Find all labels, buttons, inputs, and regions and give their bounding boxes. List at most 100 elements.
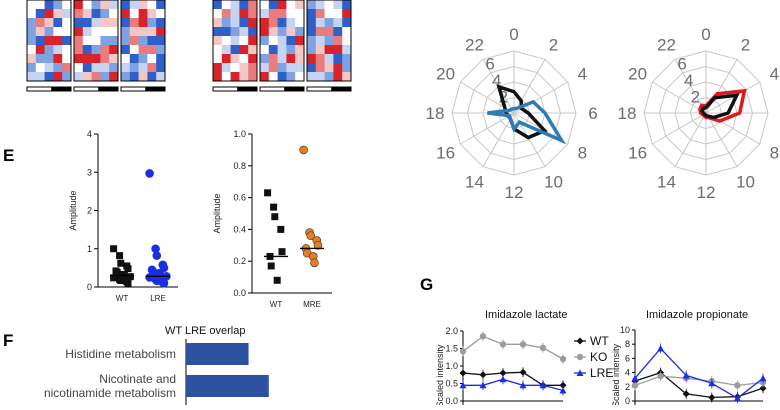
heatmap-cell — [342, 63, 352, 73]
heatmap-cell — [27, 63, 37, 73]
heatmap-cell — [129, 63, 139, 73]
y-tick-label: 1.0 — [233, 129, 246, 139]
heatmap-cell — [44, 45, 54, 55]
heatmap-cell — [138, 63, 148, 73]
heatmap-cell — [333, 72, 343, 82]
radar-hour-label: 22 — [465, 36, 484, 55]
heatmap-cell — [324, 9, 334, 19]
heatmap-cell — [221, 45, 231, 55]
line-point — [734, 382, 741, 389]
line-point — [539, 381, 547, 389]
heatmap-cell — [82, 45, 92, 55]
radar-ring-label: 6 — [485, 55, 494, 74]
heatmap-cell — [156, 72, 166, 82]
radar-spoke — [705, 81, 760, 114]
heatmap-cell — [121, 18, 131, 28]
heatmap-cell — [121, 54, 131, 64]
line-point — [759, 374, 767, 382]
heatmap-cell — [74, 54, 84, 64]
heatmap-scale-fill — [331, 87, 351, 91]
line-point — [759, 384, 767, 392]
data-point-LRE — [159, 263, 169, 273]
heatmap-cell — [156, 0, 166, 10]
heatmap-cell — [324, 45, 334, 55]
heatmap-cell — [230, 72, 240, 82]
line-chart-imidazole-propionate: Imidazole propionate 0246810048121620Sca… — [611, 309, 768, 410]
heatmap-cell — [307, 36, 317, 46]
heatmap-cell — [324, 72, 334, 82]
y-axis-label: Scaled intensity — [611, 343, 621, 405]
heatmap-cell — [248, 54, 258, 64]
radar-ring-label: 4 — [684, 71, 693, 90]
line-point — [657, 344, 665, 352]
heatmap-cell — [35, 54, 45, 64]
heatmap-cell — [342, 0, 352, 10]
heatmap-cell — [44, 27, 54, 37]
y-tick-label: 1.5 — [445, 344, 458, 354]
heatmap-cell — [91, 54, 101, 64]
y-tick-label: 0.6 — [233, 193, 246, 203]
heatmap-cell — [138, 27, 148, 37]
heatmap-cell — [213, 63, 223, 73]
heatmap-cell — [239, 9, 249, 19]
line-point — [499, 369, 507, 377]
heatmap-cell — [248, 0, 258, 10]
heatmap-cell — [35, 45, 45, 55]
heatmap-cell — [147, 9, 157, 19]
heatmap-cell — [91, 63, 101, 73]
data-point-WT — [124, 279, 132, 287]
heatmap-cell — [230, 0, 240, 10]
line-point — [576, 369, 584, 376]
panel-label-f: F — [3, 331, 13, 350]
line-point — [733, 394, 741, 402]
radar-series-blue — [487, 99, 566, 145]
series-line-LRE — [634, 347, 764, 399]
heatmap-cell — [342, 9, 352, 19]
radar-hour-label: 0 — [701, 25, 710, 44]
legend-label: WT — [590, 334, 609, 348]
heatmap-cell — [53, 0, 63, 10]
heatmap-cell — [239, 63, 249, 73]
radar-ring-label: 6 — [677, 55, 686, 74]
heatmap-cell — [147, 27, 157, 37]
radar-spoke — [513, 59, 546, 114]
heatmap-cell — [315, 72, 325, 82]
heatmap-scale-fill — [98, 87, 118, 91]
heatmap-cell — [109, 36, 119, 46]
y-tick-label: 2.0 — [445, 326, 458, 336]
heatmap-cell — [82, 18, 92, 28]
heatmap-cell — [27, 36, 37, 46]
heatmap-cell — [286, 36, 296, 46]
x-tick-label: LRE — [150, 294, 166, 303]
heatmap-cell — [91, 72, 101, 82]
heatmap-cell — [213, 18, 223, 28]
heatmap-cell — [239, 45, 249, 55]
line-point — [479, 371, 487, 379]
heatmap-cell — [260, 72, 270, 82]
line-point — [682, 390, 690, 398]
heatmap-top-middle — [212, 0, 352, 92]
heatmap-cell — [221, 54, 231, 64]
heatmap-cell — [100, 27, 110, 37]
heatmap-cell — [74, 18, 84, 28]
heatmap-cell — [230, 45, 240, 55]
line-point — [631, 382, 639, 389]
heatmap-cell — [100, 72, 110, 82]
y-tick-label: 10 — [620, 325, 630, 335]
heatmap-cell — [286, 45, 296, 55]
bar — [186, 375, 269, 397]
heatmap-cell — [277, 36, 287, 46]
heatmap-cell — [91, 36, 101, 46]
y-tick-label: 0.0 — [233, 288, 246, 298]
data-point-WT — [277, 225, 285, 233]
heatmap-cell — [44, 18, 54, 28]
heatmap-cell — [129, 0, 139, 10]
heatmap-cell — [121, 36, 131, 46]
radar-series-black — [700, 93, 740, 120]
heatmap-cell — [277, 0, 287, 10]
heatmap-cell — [53, 36, 63, 46]
line-point — [519, 368, 527, 376]
heatmap-cell — [27, 0, 37, 10]
heatmap-cell — [295, 0, 305, 10]
